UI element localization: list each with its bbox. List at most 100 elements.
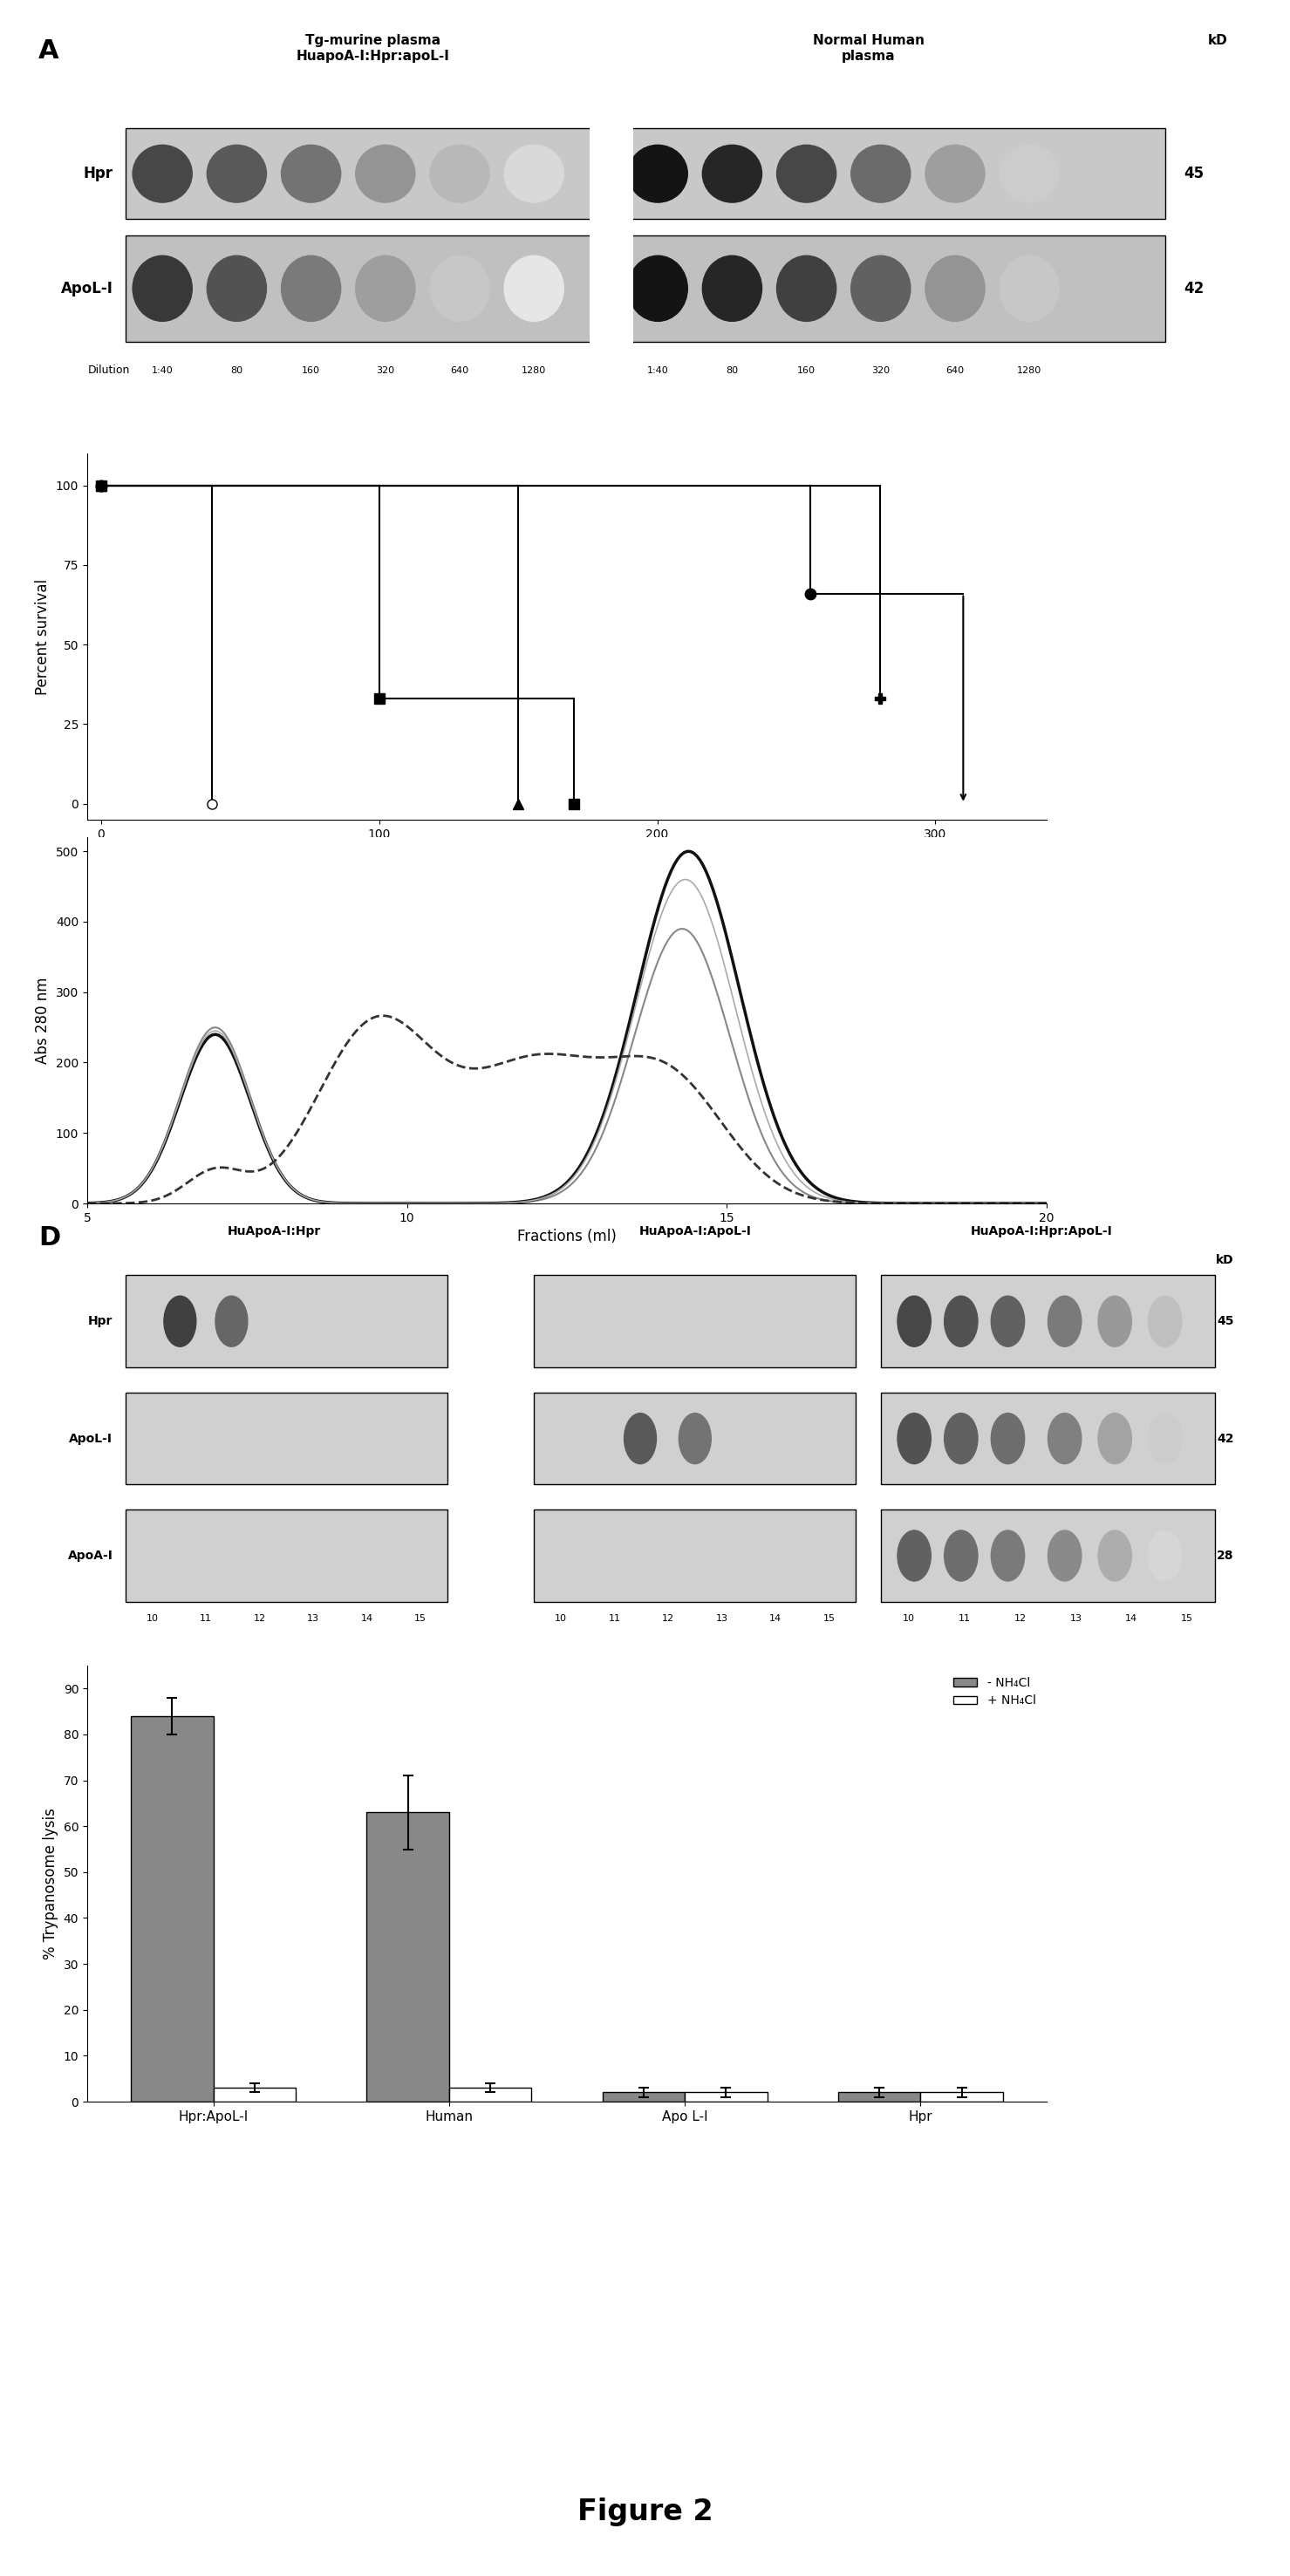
Ellipse shape xyxy=(898,1530,931,1582)
Text: 1280: 1280 xyxy=(521,366,546,374)
Line: Human: Human xyxy=(88,1015,1046,1203)
Ellipse shape xyxy=(925,144,984,204)
Text: 640: 640 xyxy=(946,366,965,374)
Line: ApoL-I: ApoL-I xyxy=(88,850,1046,1203)
Ellipse shape xyxy=(1000,255,1059,322)
Human xyxy=(654,1046,670,1077)
Hpr:ApoL-I xyxy=(650,907,666,938)
Text: Figure 2: Figure 2 xyxy=(577,2496,713,2527)
Ellipse shape xyxy=(430,144,489,204)
Text: 28: 28 xyxy=(1216,1551,1233,1561)
Ellipse shape xyxy=(1047,1414,1081,1463)
Text: D: D xyxy=(39,1226,61,1249)
Hpr:ApoL-I xyxy=(891,1188,907,1218)
Hpr:ApoL-I xyxy=(83,1188,98,1218)
Bar xyxy=(125,1510,448,1602)
Ellipse shape xyxy=(1098,1296,1131,1347)
Hpr xyxy=(83,1188,98,1218)
Bar xyxy=(881,1275,1215,1368)
ApoL-I xyxy=(680,835,695,866)
Text: 1280: 1280 xyxy=(1017,366,1042,374)
Text: 15: 15 xyxy=(1182,1615,1193,1623)
Hpr:ApoL-I xyxy=(676,863,691,894)
Human xyxy=(952,1188,968,1218)
Text: 13: 13 xyxy=(307,1615,319,1623)
Ellipse shape xyxy=(944,1414,978,1463)
Ellipse shape xyxy=(504,144,564,204)
Ellipse shape xyxy=(206,144,267,204)
Text: 1:40: 1:40 xyxy=(648,366,668,374)
Hpr xyxy=(667,917,682,948)
Text: 11: 11 xyxy=(958,1615,970,1623)
Y-axis label: Percent survival: Percent survival xyxy=(35,580,50,696)
Text: 320: 320 xyxy=(872,366,890,374)
Text: 15: 15 xyxy=(414,1615,427,1623)
Ellipse shape xyxy=(1098,1414,1131,1463)
Human xyxy=(1038,1188,1054,1218)
ApoL-I xyxy=(80,1188,95,1218)
Text: 1:40: 1:40 xyxy=(152,366,173,374)
Ellipse shape xyxy=(206,255,267,322)
Ellipse shape xyxy=(851,144,911,204)
X-axis label: Hours: Hours xyxy=(546,845,588,860)
Text: ApoL-I: ApoL-I xyxy=(61,281,112,296)
Text: 14: 14 xyxy=(1125,1615,1138,1623)
Text: 80: 80 xyxy=(231,366,243,374)
Y-axis label: Abs 280 nm: Abs 280 nm xyxy=(35,976,50,1064)
Ellipse shape xyxy=(504,255,564,322)
Hpr xyxy=(673,914,689,945)
Text: HuApoA-I:ApoL-I: HuApoA-I:ApoL-I xyxy=(639,1226,751,1236)
Line: Hpr: Hpr xyxy=(88,930,1046,1203)
Text: 45: 45 xyxy=(1184,165,1205,180)
Text: Hpr: Hpr xyxy=(84,165,112,180)
Hpr:ApoL-I xyxy=(667,871,682,902)
Ellipse shape xyxy=(356,255,415,322)
Text: 11: 11 xyxy=(609,1615,620,1623)
Ellipse shape xyxy=(851,255,911,322)
Bar xyxy=(534,1510,857,1602)
Text: 15: 15 xyxy=(823,1615,835,1623)
Ellipse shape xyxy=(777,255,836,322)
Hpr xyxy=(952,1188,968,1218)
Ellipse shape xyxy=(281,255,341,322)
Ellipse shape xyxy=(133,255,192,322)
Hpr xyxy=(891,1188,907,1218)
Text: kD: kD xyxy=(1207,33,1228,46)
Text: Hpr: Hpr xyxy=(88,1316,112,1327)
Text: 12: 12 xyxy=(253,1615,266,1623)
Text: ApoL-I: ApoL-I xyxy=(70,1432,112,1445)
Text: Tg-murine plasma
HuapoA-I:Hpr:apoL-I: Tg-murine plasma HuapoA-I:Hpr:apoL-I xyxy=(297,33,450,62)
Text: ApoA-I: ApoA-I xyxy=(67,1551,112,1561)
Hpr:ApoL-I xyxy=(80,1188,95,1218)
Text: HuApoA-I:Hpr: HuApoA-I:Hpr xyxy=(227,1226,321,1236)
Text: 640: 640 xyxy=(450,366,468,374)
Ellipse shape xyxy=(628,255,688,322)
Text: 13: 13 xyxy=(716,1615,728,1623)
Ellipse shape xyxy=(1148,1414,1182,1463)
Ellipse shape xyxy=(703,255,762,322)
ApoL-I xyxy=(650,891,666,922)
Human xyxy=(891,1188,907,1218)
Ellipse shape xyxy=(215,1296,248,1347)
Ellipse shape xyxy=(898,1414,931,1463)
Ellipse shape xyxy=(628,144,688,204)
Ellipse shape xyxy=(679,1414,711,1463)
Text: 10: 10 xyxy=(555,1615,566,1623)
Text: 13: 13 xyxy=(1069,1615,1082,1623)
Hpr xyxy=(650,945,666,976)
Text: 11: 11 xyxy=(200,1615,212,1623)
Text: 10: 10 xyxy=(903,1615,915,1623)
Hpr:ApoL-I xyxy=(1038,1188,1054,1218)
Bar xyxy=(881,1510,1215,1602)
Text: 14: 14 xyxy=(769,1615,782,1623)
Text: 12: 12 xyxy=(662,1615,675,1623)
Bar xyxy=(685,2092,768,2102)
Text: 320: 320 xyxy=(377,366,395,374)
Ellipse shape xyxy=(164,1296,196,1347)
Text: 42: 42 xyxy=(1184,281,1205,296)
Human xyxy=(650,1043,666,1074)
Bar xyxy=(921,2092,1004,2102)
Hpr:ApoL-I xyxy=(952,1188,968,1218)
Text: 160: 160 xyxy=(797,366,815,374)
Hpr:ApoL-I xyxy=(648,917,663,948)
